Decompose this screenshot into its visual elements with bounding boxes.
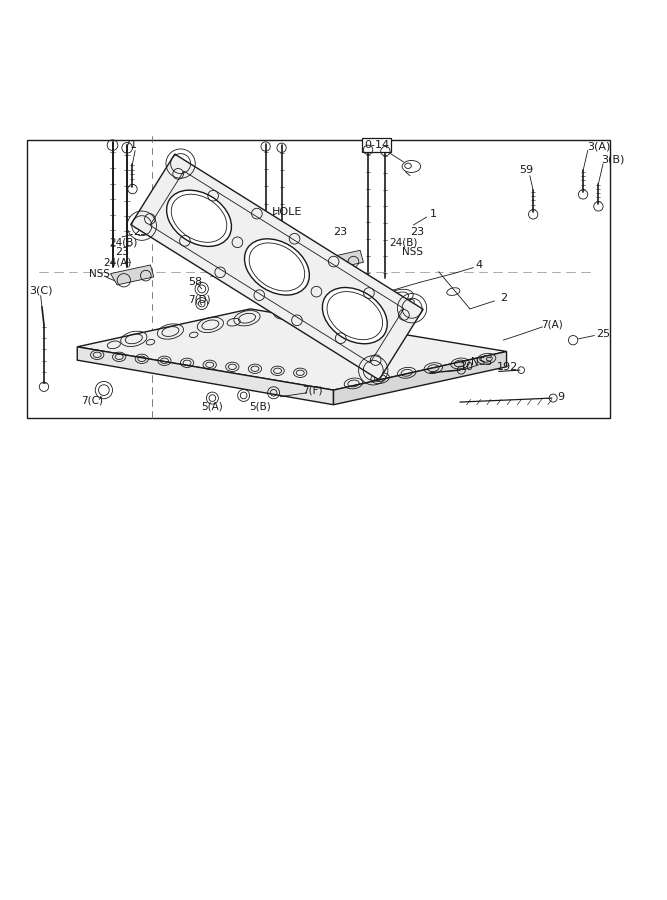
Polygon shape: [77, 309, 506, 390]
Ellipse shape: [167, 190, 231, 247]
Polygon shape: [131, 154, 423, 380]
Polygon shape: [150, 171, 404, 363]
Text: 266: 266: [189, 241, 209, 251]
Ellipse shape: [171, 194, 227, 242]
Text: 23: 23: [250, 227, 264, 237]
Text: 3(A): 3(A): [587, 141, 610, 151]
Polygon shape: [334, 352, 506, 405]
Text: 3(B): 3(B): [602, 155, 625, 165]
Text: 23: 23: [410, 227, 424, 237]
Ellipse shape: [249, 243, 305, 291]
Text: 5(B): 5(B): [249, 401, 271, 411]
Text: 5(A): 5(A): [201, 401, 223, 411]
Text: 24(A): 24(A): [103, 257, 131, 267]
Text: 7(B): 7(B): [311, 261, 332, 271]
Text: NSS: NSS: [89, 269, 109, 279]
Text: 7(C): 7(C): [81, 396, 103, 406]
Text: 7(A): 7(A): [541, 320, 563, 330]
Text: NSS: NSS: [471, 357, 492, 367]
Text: NSS: NSS: [402, 247, 422, 256]
Text: 24(A): 24(A): [236, 238, 265, 248]
Text: 2: 2: [500, 293, 507, 303]
Text: 3(C): 3(C): [29, 285, 53, 295]
Text: NSS: NSS: [277, 256, 299, 266]
Text: 0-14: 0-14: [364, 140, 390, 150]
Text: 23: 23: [333, 227, 348, 237]
Text: 24(A): 24(A): [265, 247, 293, 256]
Text: 10: 10: [460, 362, 474, 372]
Text: HOLE: HOLE: [271, 207, 302, 217]
Text: 25: 25: [596, 328, 610, 338]
Text: 23: 23: [115, 248, 129, 257]
Polygon shape: [111, 265, 154, 285]
Text: 24(B): 24(B): [109, 238, 138, 248]
Text: 9: 9: [558, 392, 565, 401]
Text: 4: 4: [475, 260, 482, 270]
Polygon shape: [315, 250, 364, 272]
Polygon shape: [77, 346, 334, 405]
Text: 24(B): 24(B): [390, 238, 418, 248]
Text: 59: 59: [520, 166, 534, 176]
Text: 7(D): 7(D): [187, 294, 210, 304]
Ellipse shape: [327, 292, 383, 339]
Text: 192: 192: [498, 362, 518, 372]
Bar: [27, 140, 610, 419]
Text: 7(F): 7(F): [302, 385, 322, 395]
Text: 58: 58: [188, 277, 202, 287]
Ellipse shape: [322, 287, 388, 344]
Text: 7(E): 7(E): [329, 271, 351, 281]
Text: 71: 71: [123, 140, 137, 150]
Ellipse shape: [245, 238, 309, 295]
Text: 1: 1: [430, 209, 437, 219]
Text: 23: 23: [133, 227, 147, 237]
